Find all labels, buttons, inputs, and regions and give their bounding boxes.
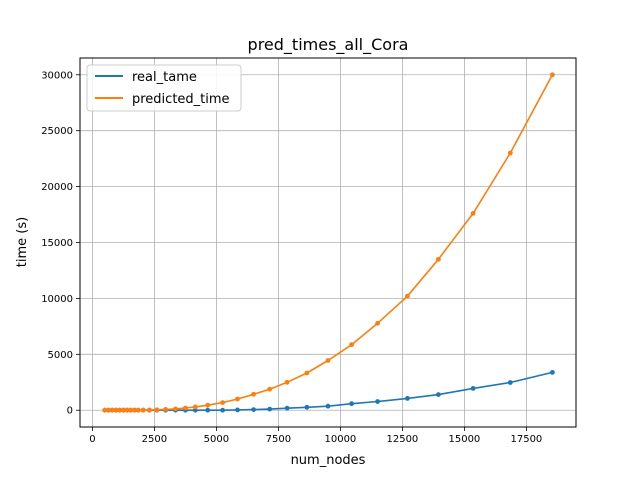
y-tick-label: 10000 bbox=[41, 294, 73, 305]
data-point-predicted-time bbox=[205, 403, 210, 408]
data-point-predicted-time bbox=[220, 400, 225, 405]
data-point-predicted-time bbox=[183, 406, 188, 411]
data-point-real-tame bbox=[326, 404, 331, 409]
data-point-real-tame bbox=[436, 392, 441, 397]
legend-label-predicted-time: predicted_time bbox=[132, 92, 230, 107]
data-point-predicted-time bbox=[251, 392, 256, 397]
data-point-predicted-time bbox=[267, 387, 272, 392]
data-point-predicted-time bbox=[141, 408, 146, 413]
data-point-real-tame bbox=[235, 408, 240, 413]
data-point-predicted-time bbox=[405, 294, 410, 299]
data-point-predicted-time bbox=[193, 405, 198, 410]
data-point-real-tame bbox=[205, 408, 210, 413]
data-point-predicted-time bbox=[136, 408, 141, 413]
data-point-real-tame bbox=[508, 380, 513, 385]
x-tick-label: 0 bbox=[89, 434, 95, 445]
data-point-predicted-time bbox=[285, 380, 290, 385]
y-tick-label: 30000 bbox=[41, 70, 73, 81]
data-point-predicted-time bbox=[155, 407, 160, 412]
x-tick-label: 15000 bbox=[448, 434, 480, 445]
data-point-predicted-time bbox=[305, 371, 310, 376]
grid bbox=[80, 58, 576, 427]
data-point-predicted-time bbox=[508, 151, 513, 156]
x-tick-label: 17500 bbox=[510, 434, 542, 445]
data-point-real-tame bbox=[285, 406, 290, 411]
data-point-real-tame bbox=[375, 399, 380, 404]
data-point-real-tame bbox=[405, 396, 410, 401]
y-tick-label: 25000 bbox=[41, 126, 73, 137]
legend-label-real-tame: real_tame bbox=[132, 70, 197, 85]
x-tick-label: 12500 bbox=[386, 434, 418, 445]
data-point-predicted-time bbox=[326, 358, 331, 363]
data-point-predicted-time bbox=[163, 407, 168, 412]
data-point-real-tame bbox=[349, 401, 354, 406]
data-point-real-tame bbox=[220, 408, 225, 413]
y-axis-label: time (s) bbox=[15, 217, 30, 267]
chart-title: pred_times_all_Cora bbox=[248, 35, 409, 55]
data-point-predicted-time bbox=[235, 397, 240, 402]
data-point-predicted-time bbox=[375, 321, 380, 326]
data-point-predicted-time bbox=[147, 408, 152, 413]
data-point-real-tame bbox=[267, 407, 272, 412]
x-axis-label: num_nodes bbox=[291, 453, 366, 468]
data-point-real-tame bbox=[550, 370, 555, 375]
data-point-real-tame bbox=[251, 407, 256, 412]
y-tick-label: 15000 bbox=[41, 238, 73, 249]
y-tick-label: 0 bbox=[67, 406, 73, 417]
y-tick-label: 20000 bbox=[41, 182, 73, 193]
y-tick-label: 5000 bbox=[48, 350, 73, 361]
data-point-real-tame bbox=[305, 405, 310, 410]
data-point-predicted-time bbox=[550, 72, 555, 77]
x-tick-label: 2500 bbox=[142, 434, 167, 445]
x-tick-label: 10000 bbox=[324, 434, 356, 445]
data-point-predicted-time bbox=[471, 211, 476, 216]
data-point-real-tame bbox=[471, 386, 476, 391]
data-point-predicted-time bbox=[349, 342, 354, 347]
data-point-predicted-time bbox=[436, 257, 441, 262]
x-tick-label: 5000 bbox=[204, 434, 229, 445]
x-tick-label: 7500 bbox=[266, 434, 291, 445]
data-point-predicted-time bbox=[173, 407, 178, 412]
legend: real_tame predicted_time bbox=[87, 65, 241, 111]
